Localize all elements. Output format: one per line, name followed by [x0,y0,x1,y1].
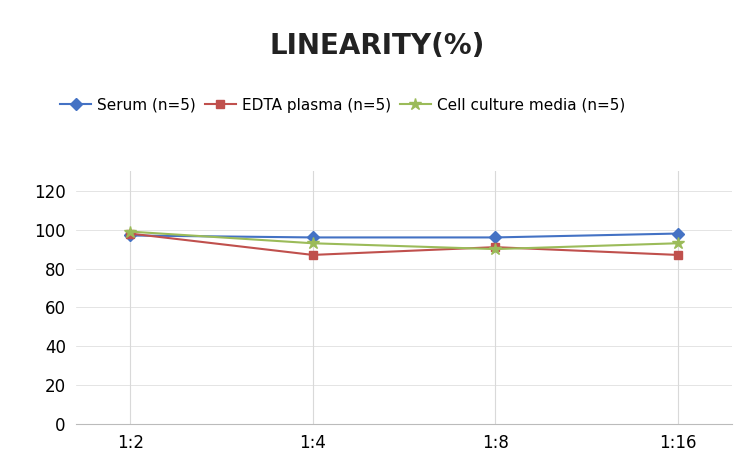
Line: EDTA plasma (n=5): EDTA plasma (n=5) [126,230,682,259]
Serum (n=5) [673,231,683,236]
Cell culture media (n=5) [491,246,500,252]
Cell culture media (n=5) [308,240,317,246]
EDTA plasma (n=5) [491,244,500,250]
EDTA plasma (n=5) [125,231,135,236]
Line: Cell culture media (n=5): Cell culture media (n=5) [124,226,684,255]
Cell culture media (n=5) [673,240,683,246]
Text: LINEARITY(%): LINEARITY(%) [270,32,485,60]
Line: Serum (n=5): Serum (n=5) [126,230,682,242]
Legend: Serum (n=5), EDTA plasma (n=5), Cell culture media (n=5): Serum (n=5), EDTA plasma (n=5), Cell cul… [60,98,625,113]
Serum (n=5) [308,235,317,240]
Serum (n=5) [125,233,135,238]
Serum (n=5) [491,235,500,240]
EDTA plasma (n=5) [308,252,317,258]
EDTA plasma (n=5) [673,252,683,258]
Cell culture media (n=5) [125,229,135,235]
